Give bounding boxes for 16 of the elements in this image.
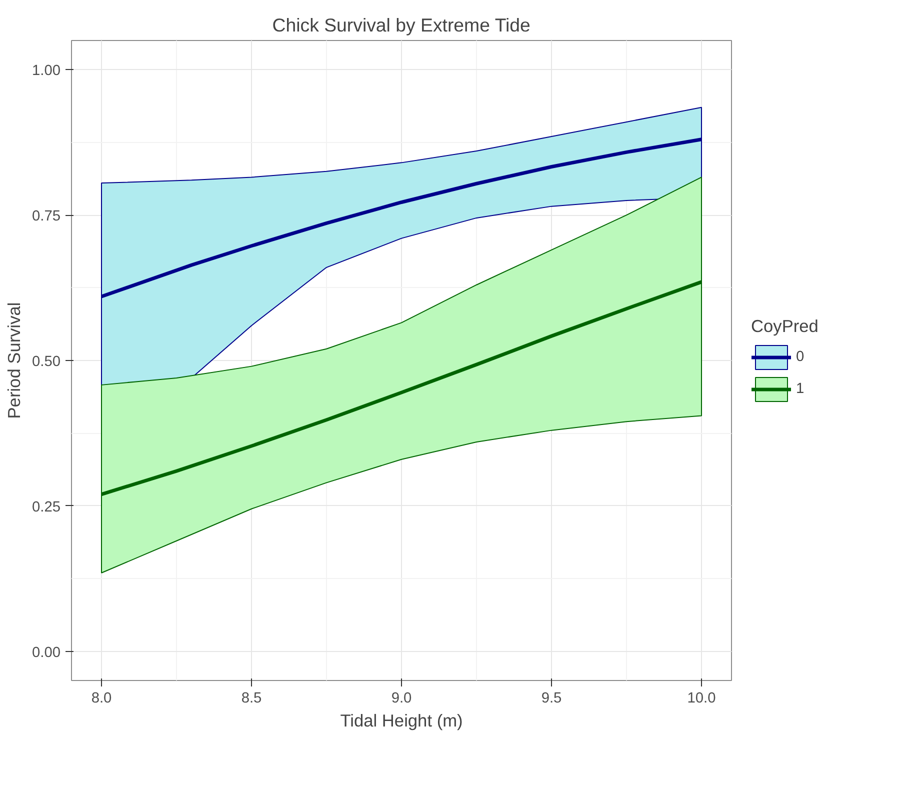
x-tick-label: 8.5: [241, 690, 262, 706]
y-tick-label: 0.00: [32, 644, 61, 661]
y-tick-label: 0.50: [32, 354, 61, 370]
legend-title: CoyPred: [751, 316, 818, 337]
y-tick-label: 1.00: [32, 63, 61, 80]
x-tick-label: 8.0: [91, 690, 112, 706]
legend-label: 0: [796, 349, 806, 365]
x-tick-label: 9.5: [541, 690, 562, 706]
x-tick-label: 10.0: [687, 690, 716, 706]
y-tick-label: 0.75: [32, 208, 61, 225]
y-tick-label: 0.25: [32, 499, 61, 516]
y-axis-title: Period Survival: [4, 302, 24, 419]
x-tick-label: 9.0: [391, 690, 412, 706]
x-axis-title: Tidal Height (m): [340, 710, 463, 730]
chart-title: Chick Survival by Extreme Tide: [272, 14, 530, 36]
legend-label: 1: [796, 381, 806, 397]
